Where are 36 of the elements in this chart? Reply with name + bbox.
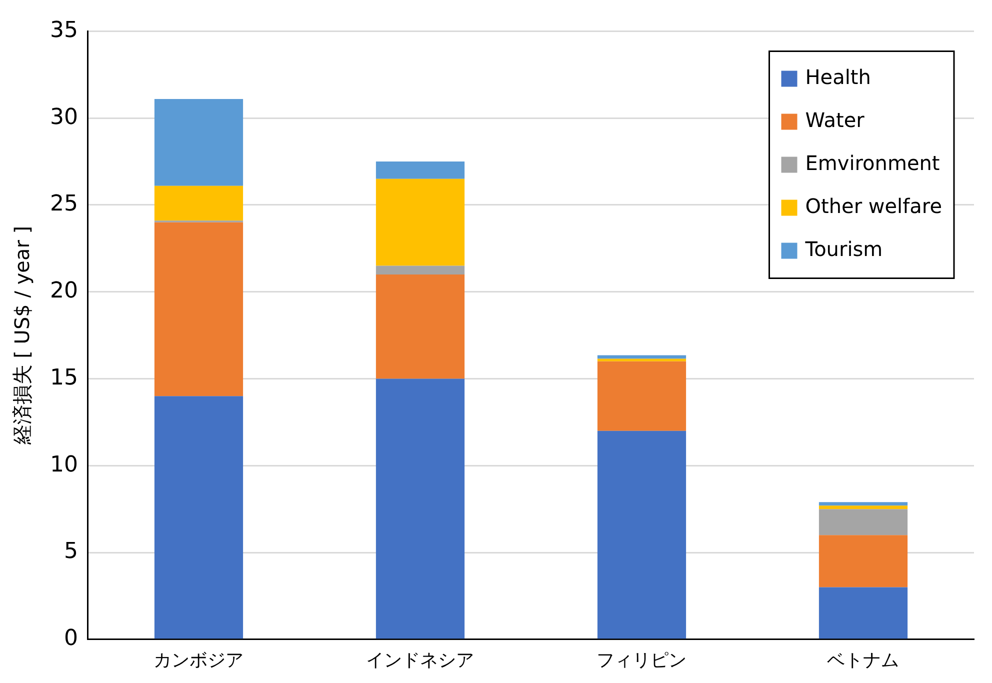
bar	[376, 378, 465, 639]
y-axis-title: 経済損失 [ US$ / year ]	[10, 226, 34, 446]
bar	[154, 396, 244, 639]
legend-label: Health	[805, 64, 871, 89]
bar	[376, 266, 465, 274]
x-tick-label: インドネシア	[366, 650, 474, 671]
bar	[818, 587, 908, 639]
bar	[597, 430, 686, 639]
y-tick-label: 10	[50, 452, 78, 478]
x-tick-label: カンボジア	[154, 650, 244, 671]
bar	[818, 506, 908, 510]
bar	[818, 509, 908, 536]
bar	[154, 98, 244, 186]
y-tick-label: 30	[50, 104, 78, 130]
x-tick-label: ベトナム	[827, 650, 900, 671]
legend-label: Water	[805, 108, 866, 132]
bar	[376, 162, 465, 179]
y-tick-label: 25	[50, 192, 78, 217]
legend-label: Tourism	[804, 236, 883, 261]
bar	[597, 361, 686, 431]
x-tick-label: フィリピン	[596, 650, 687, 671]
bar	[597, 355, 686, 359]
y-tick-label: 35	[50, 18, 78, 43]
bar	[597, 358, 686, 362]
legend-label: Emvironment	[805, 150, 940, 175]
bar	[818, 502, 908, 506]
bar	[818, 535, 908, 588]
y-tick-label: 5	[64, 539, 78, 564]
y-tick-label: 0	[64, 626, 78, 652]
bar	[376, 274, 465, 379]
bar	[154, 222, 244, 396]
y-tick-label: 20	[50, 278, 78, 304]
legend-label: Other welfare	[805, 194, 942, 218]
y-tick-label: 15	[50, 365, 78, 390]
bar	[376, 178, 465, 266]
bar	[154, 186, 244, 221]
